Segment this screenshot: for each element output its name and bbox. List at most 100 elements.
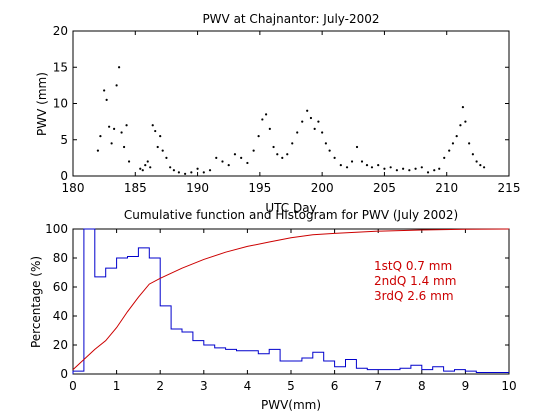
data-point [328,149,331,152]
data-point [408,169,411,172]
data-point [257,135,260,138]
data-point [272,145,275,149]
top-x-tick-label: 185 [124,181,147,195]
bottom-y-tick-label: 20 [53,338,68,352]
data-point [221,160,224,163]
bottom-x-tick-label: 6 [331,379,339,393]
bottom-x-tick-label: 7 [374,379,382,393]
cumulative-series [72,228,510,371]
data-point [202,171,205,174]
data-point [448,149,451,152]
histogram-series [72,228,509,374]
data-point [215,156,218,159]
data-point [402,167,405,170]
top-y-tick-label: 15 [53,60,68,74]
data-point [227,164,230,167]
data-point [339,164,342,167]
data-point [321,131,324,134]
plot-area-top [72,30,510,177]
quartile-annotation-1: 1stQ 0.7 mm [374,259,452,273]
top-y-tick-label: 0 [60,169,68,183]
top-x-tick-label: 215 [498,181,521,195]
data-point [475,160,478,163]
top-x-tick-label: 200 [311,181,334,195]
data-point [99,135,102,138]
quartile-annotation-3: 3rdQ 2.6 mm [374,289,454,303]
top-x-tick-label: 190 [186,181,209,195]
data-point [301,120,304,123]
data-point [355,145,359,149]
data-point [156,145,159,149]
bottom-x-tick-label: 4 [244,379,252,393]
data-point [125,124,128,127]
data-point [240,156,243,159]
top-y-tick-label: 5 [60,133,68,147]
data-point [395,169,398,172]
top-x-tick-label: 210 [435,181,458,195]
data-point [161,149,164,152]
top-x-tick-label: 195 [248,181,271,195]
data-point [110,142,113,145]
top-y-tick-label: 10 [53,97,68,111]
top-x-tick-label: 205 [373,181,396,195]
data-point [139,167,142,170]
data-point [96,149,100,152]
bottom-y-tick-label: 0 [60,367,68,381]
bottom-x-tick-label: 8 [418,379,426,393]
quartile-annotation-2: 2ndQ 1.4 mm [374,274,456,288]
data-point [169,166,172,169]
pwv-timeseries-chart: PWV at Chajnantor: July-2002 UTC Day PWV… [35,12,520,215]
data-point [286,153,289,156]
data-point [149,166,152,169]
data-point [420,166,423,169]
bottom-x-tick-label: 2 [156,379,164,393]
data-point [360,160,364,163]
data-point [159,135,162,138]
data-point [252,149,255,152]
data-point [443,156,446,159]
data-point [482,166,486,169]
data-point [306,109,309,112]
x-axis-label-top: UTC Day [265,201,316,215]
data-point [141,169,144,172]
y-axis-label-top: PWV (mm) [35,72,49,136]
bottom-x-tick-label: 1 [113,379,121,393]
data-point [281,156,284,159]
data-point [120,131,123,134]
data-point [464,120,467,123]
data-point [276,153,279,156]
y-axis-label-bottom: Percentage (%) [29,256,43,348]
data-point [317,120,320,123]
bottom-y-tick-label: 40 [53,309,68,323]
data-point [146,160,149,163]
data-point [208,169,212,172]
bottom-x-tick-label: 0 [69,379,77,393]
top-x-tick-label: 180 [62,181,85,195]
bottom-x-tick-label: 9 [462,379,470,393]
data-point [144,164,147,167]
x-axis-label-bottom: PWV(mm) [261,398,321,412]
data-point [165,156,168,159]
scatter-points [96,66,486,175]
data-point [426,171,430,174]
pwv-histogram-chart: Cumulative function and Histogram for PW… [29,208,517,412]
data-point [370,166,374,169]
data-point [414,167,417,170]
data-point [345,166,349,169]
data-point [261,118,264,121]
data-point [190,171,193,174]
bottom-x-tick-label: 3 [200,379,208,393]
bottom-y-tick-label: 80 [53,251,68,265]
bottom-y-tick-label: 60 [53,280,68,294]
bottom-x-tick-label: 5 [287,379,295,393]
data-point [154,129,157,133]
data-point [172,169,176,172]
data-point [291,142,294,145]
data-point [122,145,126,149]
chart-title-top: PWV at Chajnantor: July-2002 [202,12,379,26]
data-point [468,142,471,145]
data-point [459,124,462,127]
bottom-x-tick-label: 10 [501,379,516,393]
chart-title-bottom: Cumulative function and Histogram for PW… [124,208,458,222]
